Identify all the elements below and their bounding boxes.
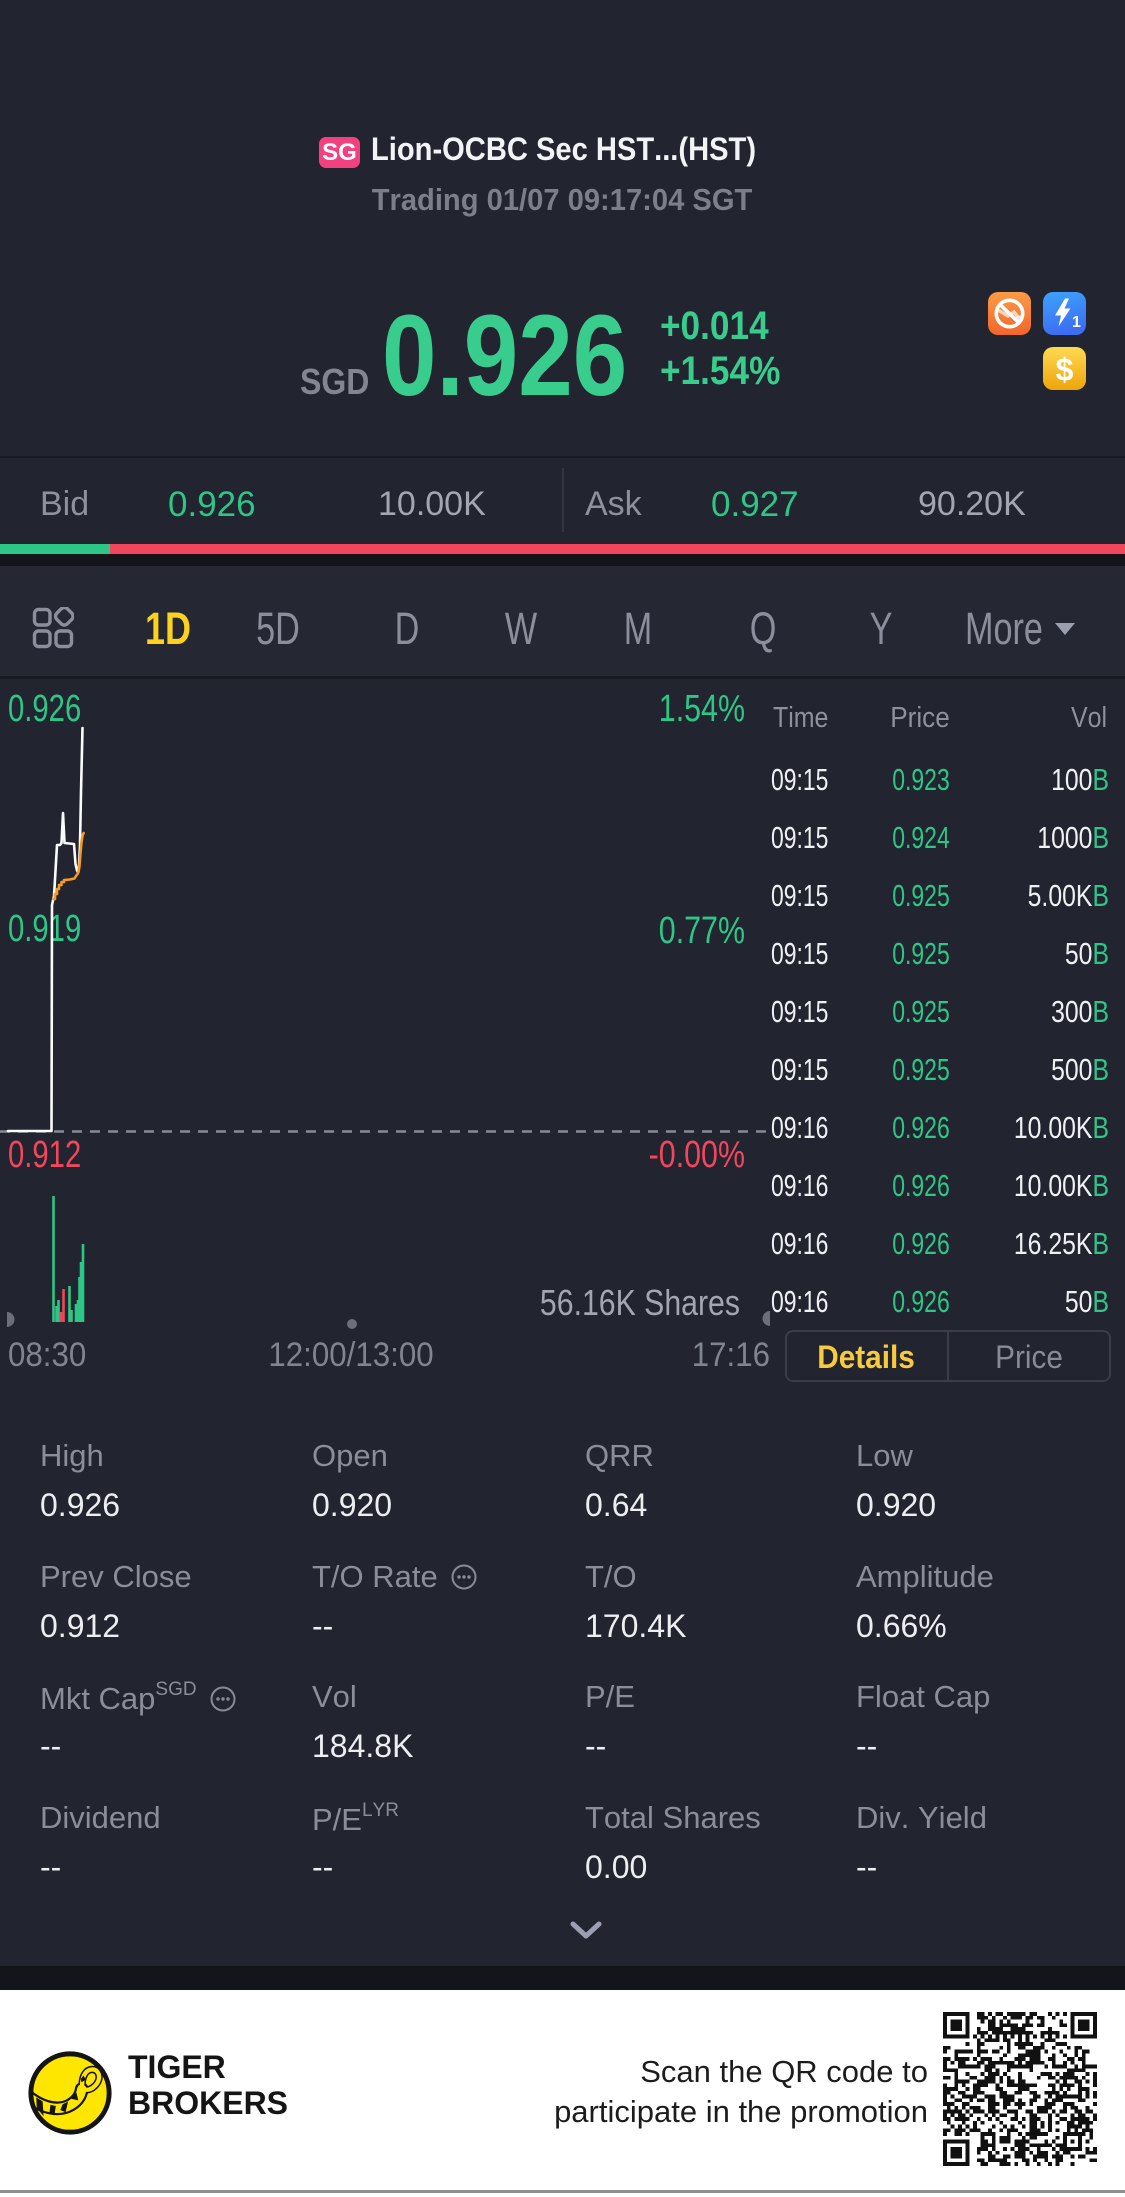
svg-text:$: $ [1056,352,1074,388]
svg-text:1: 1 [1072,314,1081,331]
